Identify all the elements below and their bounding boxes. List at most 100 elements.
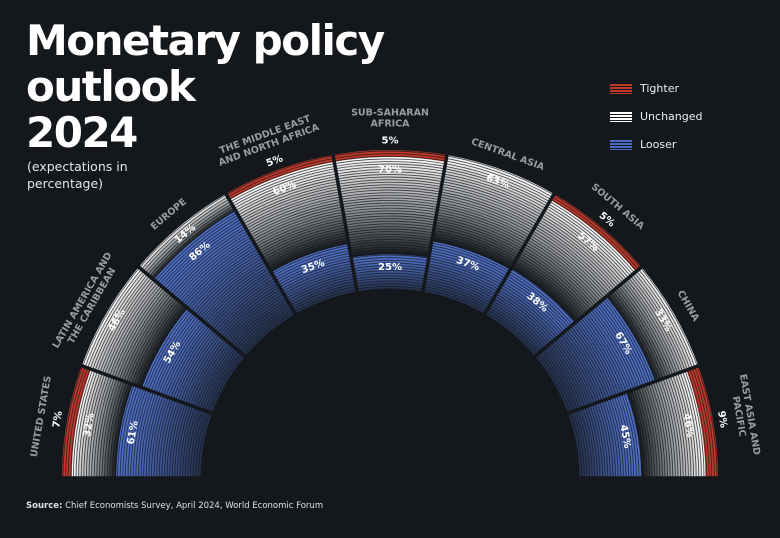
- data-label-tighter: 5%: [382, 136, 399, 147]
- stripe-line: [135, 223, 645, 479]
- stripe-line: [179, 267, 601, 479]
- stripe-line: [124, 212, 656, 479]
- stripe-line: [184, 272, 596, 479]
- bar-looser: [484, 268, 576, 357]
- source-note: Source: Chief Economists Survey, April 2…: [26, 501, 323, 511]
- stripe-line: [174, 262, 606, 479]
- stripe-line: [96, 184, 684, 479]
- stripe-line: [208, 296, 572, 479]
- legend-item-tighter: Tighter: [610, 82, 679, 95]
- legend-swatch-tighter: [610, 84, 632, 94]
- stripe-line: [106, 194, 674, 479]
- stripe-line: [202, 290, 578, 479]
- stripe-line: [101, 189, 679, 479]
- data-label-tighter: 7%: [51, 410, 65, 429]
- stripe-line: [210, 298, 570, 479]
- source-label: Source:: [26, 501, 63, 511]
- stripe-line: [80, 168, 700, 479]
- title-line: Monetary policy: [26, 16, 385, 65]
- stripe-line: [161, 249, 619, 479]
- stripe-line: [98, 187, 682, 479]
- stripe-line: [239, 327, 541, 479]
- data-label-unchanged: 46%: [680, 413, 695, 438]
- legend-swatch-unchanged: [610, 112, 632, 122]
- legend-swatch-looser: [610, 140, 632, 150]
- region-label: AFRICA: [370, 119, 410, 130]
- segment-divider: [330, 152, 368, 341]
- stripe-line: [93, 181, 687, 479]
- stripe-line: [205, 293, 575, 479]
- stripe-line: [150, 239, 630, 479]
- bar-unchanged: [431, 154, 554, 270]
- stripe-line: [163, 252, 617, 479]
- legend-label: Tighter: [640, 82, 679, 95]
- data-label-looser: 61%: [126, 420, 141, 445]
- stripe-line: [111, 200, 669, 479]
- data-label-unchanged: 32%: [82, 412, 97, 437]
- stripe-line: [75, 163, 705, 479]
- stripe-line: [213, 301, 567, 479]
- bar-looser: [141, 308, 246, 414]
- stripe-line: [137, 225, 643, 479]
- bar-unchanged: [334, 156, 446, 258]
- stripe-line: [67, 155, 713, 479]
- stripe-line: [197, 285, 583, 479]
- stripe-line: [104, 192, 676, 479]
- stripe-line: [78, 166, 702, 479]
- bar-tighter: [226, 154, 335, 200]
- stripe-line: [195, 283, 585, 479]
- stripe-line: [114, 202, 666, 479]
- stripe-line: [156, 244, 624, 479]
- stripe-line: [158, 246, 622, 479]
- segment-divider: [136, 264, 284, 390]
- segment-divider: [458, 191, 557, 358]
- stripe-line: [215, 303, 565, 479]
- stripe-line: [171, 259, 609, 479]
- stripe-line: [192, 280, 588, 479]
- stripe-line: [236, 324, 544, 479]
- stripe-line: [231, 319, 549, 479]
- stripe-line: [189, 277, 591, 479]
- stripe-line: [91, 179, 689, 479]
- stripe-line: [132, 220, 648, 479]
- legend-item-unchanged: Unchanged: [610, 110, 703, 123]
- data-label-tighter: 5%: [265, 153, 285, 169]
- region-label: UNITED STATES: [29, 375, 54, 458]
- legend-item-looser: Looser: [610, 138, 676, 151]
- stripe-line: [226, 314, 554, 479]
- stripe-line: [145, 233, 635, 479]
- segment-divider: [412, 152, 450, 341]
- region-label: CHINA: [675, 289, 702, 324]
- stripe-line: [140, 228, 640, 479]
- data-label-looser: 25%: [378, 262, 402, 273]
- stripe-line: [130, 218, 650, 479]
- stripe-line: [62, 150, 718, 479]
- stripe-line: [187, 275, 593, 479]
- legend-label: Unchanged: [640, 110, 703, 123]
- stripe-line: [176, 265, 604, 479]
- stripe-line: [148, 236, 632, 479]
- segment-divider: [520, 363, 701, 432]
- stripe-line: [117, 205, 663, 479]
- chart-subtitle: (expectations in percentage): [27, 159, 128, 191]
- stripe-line: [127, 215, 653, 479]
- stripe-line: [70, 158, 710, 479]
- segment-divider: [223, 191, 322, 358]
- stripe-line: [218, 306, 562, 479]
- stripe-line: [72, 160, 708, 479]
- stripe-line: [166, 254, 614, 479]
- source-text: Chief Economists Survey, April 2024, Wor…: [65, 501, 324, 511]
- data-label-looser: 45%: [617, 424, 632, 449]
- bar-tighter: [686, 365, 718, 478]
- data-label-tighter: 9%: [715, 410, 729, 429]
- bar-unchanged: [138, 193, 236, 280]
- stripe-line: [85, 173, 695, 479]
- stripe-line: [83, 171, 697, 479]
- stripe-line: [65, 153, 715, 479]
- stripe-line: [223, 311, 557, 479]
- stripe-line: [182, 270, 598, 479]
- stripe-line: [228, 316, 552, 479]
- stripe-line: [200, 288, 580, 479]
- segment-divider: [79, 363, 260, 432]
